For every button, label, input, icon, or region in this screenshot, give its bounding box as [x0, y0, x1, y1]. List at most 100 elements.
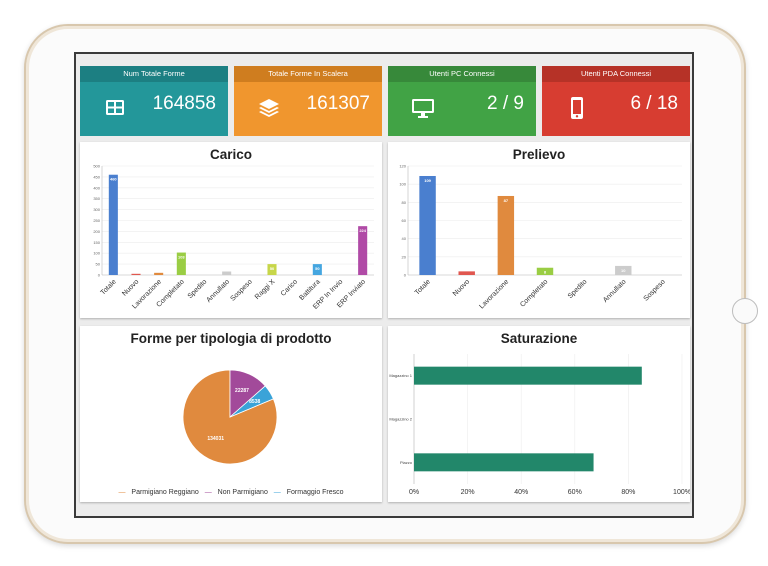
pie-value-label: 8538: [249, 399, 260, 405]
x-tick-label: Nuovo: [121, 278, 140, 297]
x-tick-label: Sospeso: [230, 278, 254, 302]
bar-lavorazione: [497, 195, 515, 275]
y-tick-label: 450: [93, 174, 100, 179]
panel-saturazione: Saturazione 0% 20% 40% 60% 80% 100% Magazzino …: [388, 326, 690, 502]
x-tick-label: Annullato: [602, 278, 628, 304]
y-tick-label: 250: [93, 218, 100, 223]
tile-value: 2 / 9: [487, 93, 524, 114]
bar-value-label: 8: [544, 270, 547, 275]
y-tick-label: Piazzo: [400, 460, 413, 465]
pie-value-label: 22287: [235, 388, 249, 394]
prelievo-chart: 0 20 40 60 80 100 120 109 Totale Nuovo 87 Lavorazio…: [399, 164, 682, 310]
y-tick-label: 80: [402, 200, 407, 205]
x-tick-label: Completato: [519, 278, 549, 308]
y-tick-label: Magazzino 1: [389, 373, 412, 378]
bar-value-label: 109: [424, 178, 431, 183]
bar-piazzo: [414, 453, 594, 472]
y-tick-label: 50: [96, 262, 101, 267]
x-tick-label: Carico: [280, 278, 299, 297]
bar-completato: [536, 267, 554, 275]
bar-value-label: 224: [359, 228, 366, 233]
x-tick-label: 60%: [568, 489, 582, 496]
tile-utenti-pc-connessi[interactable]: Utenti PC Connessi 2 / 9: [388, 66, 536, 136]
y-tick-label: 400: [93, 185, 100, 190]
bar-value-label: 460: [110, 177, 117, 182]
bar-battitura: [312, 264, 322, 275]
bar-completato: [176, 252, 186, 275]
pie-slice-formaggio-fresco: [229, 385, 274, 418]
bar-erp-inviato: [358, 226, 368, 275]
pie-value-label: 134031: [207, 436, 224, 442]
grid-table-icon: [106, 100, 124, 115]
bar-nuovo: [458, 271, 475, 275]
tile-value: 164858: [152, 93, 216, 114]
y-tick-label: 200: [93, 229, 100, 234]
tile-utenti-pda-connessi[interactable]: Utenti PDA Connessi 6 / 18: [542, 66, 690, 136]
pie-legend: — Parmigiano Reggiano — Non Parmigiano —…: [118, 489, 344, 496]
bar-annullato: [222, 271, 232, 275]
y-tick-label: 40: [402, 236, 407, 241]
x-tick-label: Lavorazione: [478, 278, 510, 310]
y-tick-label: 350: [93, 196, 100, 201]
bar-value-label: 87: [504, 198, 509, 203]
bar-magazzino-1: [414, 366, 642, 385]
y-tick-label: 150: [93, 240, 100, 245]
bar-annullato: [615, 265, 632, 275]
y-tick-label: 100: [93, 251, 100, 256]
chart-title: Saturazione: [500, 331, 578, 346]
y-tick-label: 0: [98, 273, 101, 278]
tile-title: Num Totale Forme: [80, 66, 228, 82]
panel-forme-tipologia: Forme per tipologia di prodotto 134031 22…: [80, 326, 382, 502]
x-tick-label: Totale: [414, 278, 432, 296]
saturazione-chart: 0% 20% 40% 60% 80% 100% Magazzino 1 Magazzino 2…: [389, 354, 690, 496]
y-tick-label: 20: [402, 254, 407, 259]
chart-title: Prelievo: [512, 147, 566, 162]
smartphone-icon: [571, 97, 583, 119]
legend-item: Parmigiano Reggiano: [131, 489, 199, 496]
x-tick-label: Nuovo: [452, 278, 471, 297]
chart-title: Carico: [209, 147, 253, 162]
bar-value-label: 10: [621, 268, 626, 273]
bar-lavorazione: [154, 272, 164, 275]
bar-nuovo: [131, 273, 141, 275]
y-tick-label: 120: [399, 164, 406, 169]
bar-value-label: 103: [178, 255, 185, 260]
monitor-icon: [412, 99, 434, 118]
carico-chart: 0 50 100 150 200 250 300 350 400 450 500 460 Totale N…: [93, 164, 374, 311]
tile-num-totale-forme[interactable]: Num Totale Forme 164858: [80, 66, 228, 136]
y-tick-label: 100: [399, 182, 406, 187]
y-tick-label: 0: [404, 273, 407, 278]
x-tick-label: 20%: [461, 489, 475, 496]
bar-raggi-x: [267, 264, 277, 275]
x-tick-label: Annullato: [205, 278, 231, 304]
bar-value-label: 50: [270, 266, 275, 271]
y-tick-label: 60: [402, 218, 407, 223]
x-tick-label: 40%: [514, 489, 528, 496]
tile-title: Utenti PDA Connessi: [542, 66, 690, 82]
tile-title: Utenti PC Connessi: [388, 66, 536, 82]
y-tick-label: 300: [93, 207, 100, 212]
dashboard-screen: Num Totale Forme 164858 Totale Forme In …: [74, 52, 694, 518]
panel-prelievo: Prelievo 0 20 40 60 80 100 120 109 Totale Nuovo 87…: [388, 142, 690, 318]
x-tick-label: 100%: [673, 489, 690, 496]
x-tick-label: 80%: [621, 489, 635, 496]
x-tick-label: 0%: [409, 489, 419, 496]
tile-value: 161307: [306, 93, 370, 114]
x-tick-label: Spedito: [187, 278, 209, 300]
bar-value-label: 50: [315, 266, 320, 271]
chart-title: Forme per tipologia di prodotto: [130, 331, 332, 346]
x-tick-label: Spedito: [567, 278, 589, 300]
tile-value: 6 / 18: [630, 93, 678, 114]
x-tick-label: Sospeso: [643, 278, 667, 302]
home-button[interactable]: [732, 298, 758, 324]
legend-item: Formaggio Fresco: [286, 489, 344, 496]
x-tick-label: Raggi X: [254, 278, 277, 301]
bar-totale: [419, 175, 436, 275]
tile-title: Totale Forme In Scalera: [234, 66, 382, 82]
panel-carico: Carico 0 50 100 150 200 250 300 350 400 450 500 460…: [80, 142, 382, 318]
bar-totale: [108, 174, 118, 275]
x-tick-label: Totale: [100, 278, 118, 296]
legend-item: Non Parmigiano: [217, 489, 268, 496]
tile-totale-forme-in-scalera[interactable]: Totale Forme In Scalera 161307: [234, 66, 382, 136]
